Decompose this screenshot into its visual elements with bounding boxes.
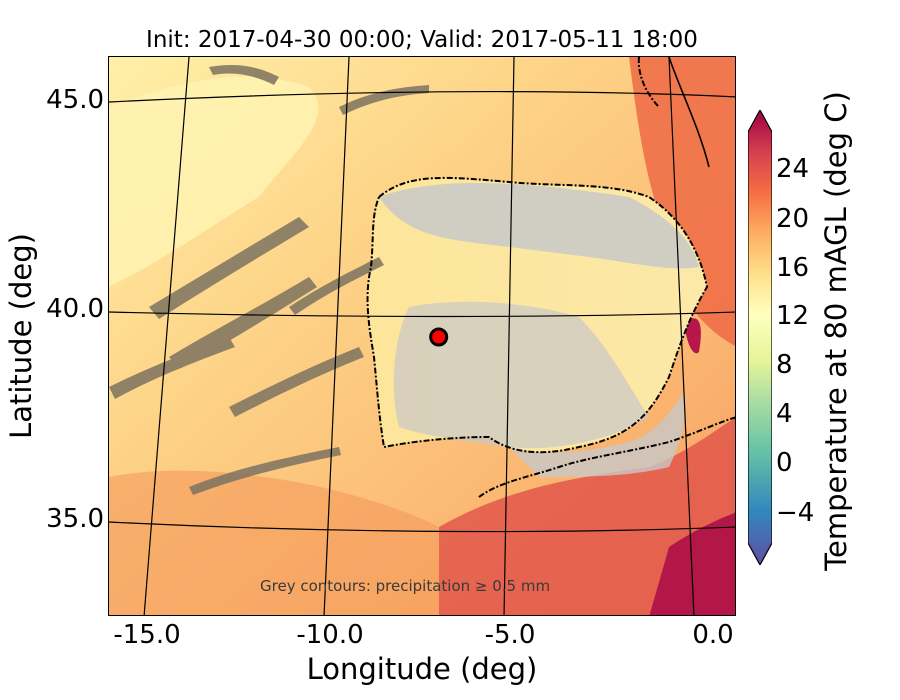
meridian-0: [668, 57, 695, 615]
meridian-minus15: [143, 57, 190, 615]
x-tick-label: -5.0: [484, 620, 536, 650]
x-tick-label: -15.0: [113, 620, 181, 650]
meridian-minus10: [323, 57, 350, 615]
location-marker: [429, 327, 449, 347]
meridian-minus5: [503, 57, 515, 615]
parallel-35: [109, 521, 735, 533]
coastline: [366, 176, 709, 454]
colorbar-tick: 20: [776, 204, 810, 234]
colorbar-tick: 0: [776, 448, 793, 478]
france-coastline: [637, 57, 660, 108]
colorbar-tick: 24: [776, 154, 810, 184]
y-tick-label: 45.0: [46, 85, 104, 115]
precip-coast: [509, 392, 686, 477]
warm-east: [629, 57, 735, 346]
graticule: [109, 57, 735, 615]
cool-plume: [109, 76, 319, 287]
precip-streaks: [109, 65, 429, 495]
parallel-40: [109, 311, 735, 318]
map-panel: [108, 56, 736, 616]
colorbar-tick: 8: [776, 350, 793, 380]
y-tick-label: 40.0: [46, 294, 104, 324]
colorbar-label: Temperature at 80 mAGL (deg C): [819, 91, 853, 571]
colorbar-tick: 4: [776, 399, 793, 429]
precip-north: [379, 183, 699, 269]
temperature-map: [109, 57, 735, 615]
balearic-heat: [684, 318, 701, 354]
x-axis-label: Longitude (deg): [306, 652, 538, 686]
north-africa-hot-core: [649, 512, 735, 615]
x-tick-label: 0.0: [692, 620, 734, 650]
y-axis-label: Latitude (deg): [4, 233, 38, 439]
precip-south: [393, 301, 649, 449]
colorbar-tick: −4: [776, 498, 815, 528]
colorbar-tick: 12: [776, 301, 810, 331]
colorbar: [748, 110, 772, 565]
parallel-45: [109, 90, 735, 103]
warm-southwest: [109, 470, 439, 615]
colorbar-tick: 16: [776, 253, 810, 283]
france-coast-2: [668, 57, 710, 168]
y-tick-label: 35.0: [46, 504, 104, 534]
africa-coastline: [478, 416, 735, 498]
precip-note: Grey contours: precipitation ≥ 0.5 mm: [260, 577, 551, 595]
x-tick-label: -10.0: [296, 620, 364, 650]
map-title: Init: 2017-04-30 00:00; Valid: 2017-05-1…: [146, 27, 698, 53]
